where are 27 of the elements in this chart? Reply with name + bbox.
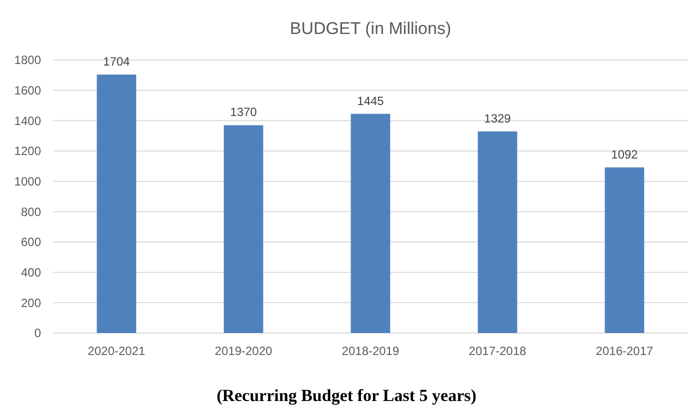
bar xyxy=(350,114,390,333)
x-tick-label: 2020-2021 xyxy=(88,344,146,358)
data-label: 1092 xyxy=(611,147,638,162)
y-tick-label: 600 xyxy=(20,235,42,250)
x-tick-label: 2016-2017 xyxy=(596,344,654,358)
y-tick-label: 1000 xyxy=(14,174,42,189)
bar xyxy=(604,167,644,333)
x-tick-label: 2019-2020 xyxy=(214,344,273,358)
y-tick-label: 1600 xyxy=(14,84,42,98)
y-tick-label: 0 xyxy=(34,326,42,340)
text: (Recurring Budget for Last 5 years) xyxy=(216,386,476,405)
x-tick-label: 2017-2018 xyxy=(468,344,527,358)
x-tick-label: 2018-2019 xyxy=(342,344,400,358)
chart-title: BUDGET (in Millions) xyxy=(290,19,452,38)
bar xyxy=(96,74,136,333)
data-label: 1445 xyxy=(357,94,384,108)
y-tick-label: 1400 xyxy=(14,114,42,128)
y-tick-label: 1200 xyxy=(14,144,42,158)
y-tick-label: 800 xyxy=(20,204,42,219)
data-label: 1370 xyxy=(230,105,258,120)
bar xyxy=(478,131,518,333)
y-tick-label: 400 xyxy=(20,266,42,280)
bar xyxy=(224,125,264,333)
data-label: 1704 xyxy=(103,54,130,69)
y-tick-label: 200 xyxy=(20,296,42,310)
y-tick-label: 1800 xyxy=(14,53,42,68)
data-label: 1329 xyxy=(484,111,512,126)
